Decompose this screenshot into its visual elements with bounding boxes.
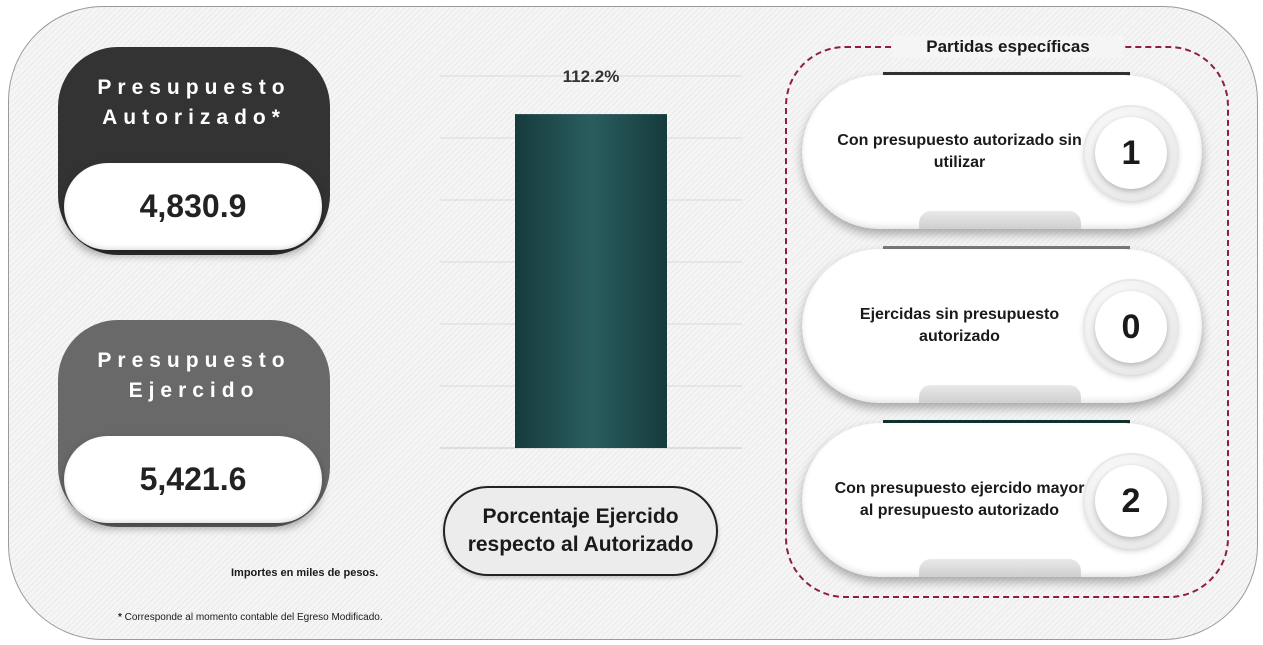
count-value-2: 0 <box>1095 291 1167 363</box>
card-1-bottom-tab <box>919 211 1081 229</box>
count-badge-3: 2 <box>1085 455 1177 547</box>
ejercido-value: 5,421.6 <box>139 461 247 497</box>
footnote-mark: * <box>118 612 122 623</box>
units-note: Importes en miles de pesos. <box>231 567 379 579</box>
card-2-bottom-tab <box>919 385 1081 403</box>
footnote-text: Corresponde al momento contable del Egre… <box>121 612 383 623</box>
ejercido-label: Presupuesto Ejercido <box>97 349 291 402</box>
count-badge-1: 1 <box>1085 107 1177 199</box>
partida-label-3: Con presupuesto ejercido mayor al presup… <box>834 480 1085 519</box>
partidas-title: Partidas específicas <box>893 36 1123 58</box>
footnote: * Corresponde al momento contable del Eg… <box>118 612 383 623</box>
partida-label-1: Con presupuesto autorizado sin utilizar <box>837 132 1082 171</box>
ejercido-value-box: 5,421.6 <box>64 436 322 523</box>
chart-category-label: Porcentaje Ejercido respecto al Autoriza… <box>443 486 718 576</box>
count-value-1: 1 <box>1095 117 1167 189</box>
partida-label-2: Ejercidas sin presupuesto autorizado <box>859 306 1060 345</box>
partida-card-2: Ejercidas sin presupuesto autorizado 0 <box>802 249 1202 403</box>
count-badge-2: 0 <box>1085 281 1177 373</box>
autorizado-value: 4,830.9 <box>139 188 247 224</box>
percentage-bar <box>515 114 667 448</box>
autorizado-label: Presupuesto Autorizado* <box>97 76 291 129</box>
partida-card-3: Con presupuesto ejercido mayor al presup… <box>802 423 1202 577</box>
partida-card-1: Con presupuesto autorizado sin utilizar … <box>802 75 1202 229</box>
card-3-bottom-tab <box>919 559 1081 577</box>
count-value-3: 2 <box>1095 465 1167 537</box>
percentage-data-label: 112.2% <box>563 67 620 86</box>
autorizado-value-box: 4,830.9 <box>64 163 322 250</box>
